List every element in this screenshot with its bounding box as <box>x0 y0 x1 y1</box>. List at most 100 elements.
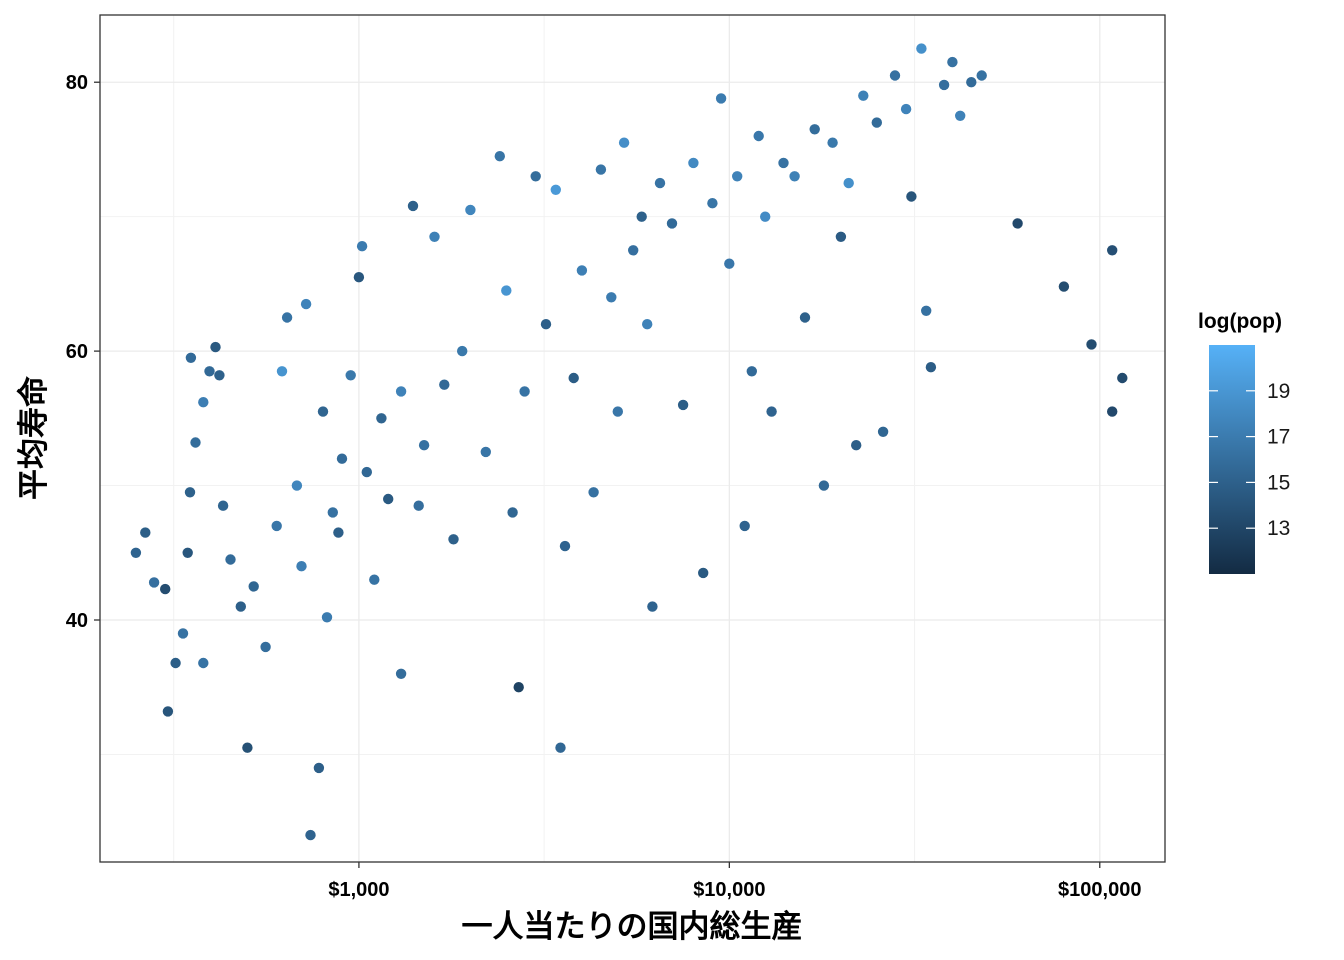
legend-tick-label: 15 <box>1267 471 1290 494</box>
data-point <box>162 706 174 717</box>
data-point <box>947 56 958 68</box>
grid-lines <box>100 15 1165 862</box>
data-point <box>369 574 380 585</box>
data-point <box>198 397 209 408</box>
x-axis: $1,000 $10,000 $100,000 <box>328 862 1141 901</box>
data-point <box>595 164 607 175</box>
data-point <box>317 406 329 417</box>
data-point <box>938 79 950 91</box>
data-point <box>576 265 588 276</box>
data-point <box>321 612 333 623</box>
data-point <box>465 204 476 216</box>
data-point <box>654 177 666 189</box>
plot-border <box>99 14 1166 863</box>
data-point <box>540 319 552 330</box>
data-point <box>555 742 566 753</box>
data-point <box>789 171 800 182</box>
data-point <box>778 157 789 169</box>
data-point <box>851 440 862 451</box>
data-point <box>760 211 771 222</box>
data-point <box>242 742 253 753</box>
data-point <box>225 554 236 565</box>
data-point <box>1107 406 1118 417</box>
data-point <box>185 352 197 363</box>
data-point <box>140 527 151 538</box>
data-point <box>550 184 561 195</box>
legend-title: log(pop) <box>1198 310 1282 333</box>
data-point <box>300 298 312 310</box>
data-point <box>494 151 505 162</box>
data-point <box>361 466 372 478</box>
data-point <box>612 406 623 417</box>
data-points <box>130 43 1128 841</box>
data-point <box>296 561 307 572</box>
data-point <box>732 171 743 182</box>
data-point <box>916 43 927 54</box>
data-point <box>148 577 160 588</box>
legend-colorbar <box>1209 345 1255 574</box>
data-point <box>1058 281 1070 292</box>
data-point <box>457 345 468 357</box>
data-point <box>235 601 246 612</box>
data-point <box>843 177 854 189</box>
data-point <box>642 319 653 330</box>
data-point <box>827 137 838 148</box>
data-point <box>217 500 229 511</box>
data-point <box>429 231 440 242</box>
data-point <box>313 762 325 774</box>
data-point <box>130 547 142 558</box>
data-point <box>688 157 699 169</box>
data-point <box>906 191 917 202</box>
data-point <box>698 567 709 579</box>
data-point <box>925 362 937 373</box>
data-point <box>636 211 647 222</box>
data-point <box>418 440 430 451</box>
data-point <box>305 829 316 841</box>
data-point <box>353 272 365 283</box>
data-point <box>606 292 617 303</box>
y-tick-label: 60 <box>66 341 88 363</box>
x-axis-title: 一人当たりの国内総生産 <box>462 909 803 945</box>
legend-ticks: 13 15 17 19 <box>1209 380 1290 540</box>
data-point <box>336 453 348 464</box>
x-tick-label: $10,000 <box>693 879 765 901</box>
legend-tick-label: 17 <box>1267 426 1290 449</box>
data-point <box>190 437 201 448</box>
data-point <box>877 426 889 437</box>
data-point <box>871 117 882 128</box>
data-point <box>439 379 450 390</box>
data-point <box>835 231 847 242</box>
data-point <box>1107 245 1118 256</box>
data-point <box>677 399 689 411</box>
legend-tick-label: 19 <box>1267 380 1290 403</box>
data-point <box>271 520 282 532</box>
data-point <box>976 70 987 81</box>
data-point <box>809 124 820 135</box>
data-point <box>739 520 750 532</box>
data-point <box>955 110 966 122</box>
data-point <box>480 446 491 458</box>
data-point <box>448 534 459 545</box>
x-tick-label: $100,000 <box>1058 879 1141 901</box>
data-point <box>376 413 387 424</box>
data-point <box>413 500 424 511</box>
data-point <box>1086 339 1097 350</box>
data-point <box>383 493 394 505</box>
data-point <box>513 682 524 693</box>
data-point <box>276 366 288 377</box>
data-point <box>1012 218 1023 229</box>
data-point <box>182 547 193 558</box>
data-point <box>628 245 639 256</box>
data-point <box>715 93 727 104</box>
data-point <box>559 540 571 552</box>
legend-tick-label: 13 <box>1267 517 1290 540</box>
data-point <box>707 198 718 209</box>
data-point <box>889 70 901 81</box>
plot-background <box>100 15 1165 862</box>
data-point <box>647 601 658 612</box>
data-point <box>170 657 181 669</box>
data-point <box>921 305 932 316</box>
data-point <box>724 258 735 269</box>
data-point <box>395 668 407 679</box>
